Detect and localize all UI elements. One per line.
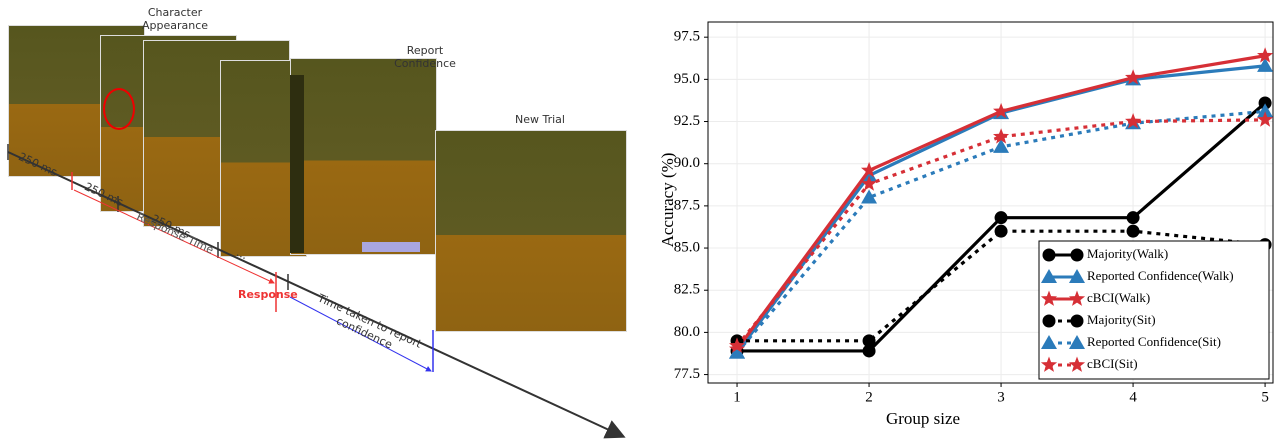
marker	[1041, 269, 1057, 283]
y-tick-label: 97.5	[674, 29, 700, 45]
y-tick-label: 95.0	[674, 71, 700, 87]
x-tick-label: 1	[733, 389, 741, 405]
chart: Group size Accuracy (%) 77.5 80.0 82.5 85.0…	[658, 21, 1274, 428]
x-tick-label: 5	[1261, 389, 1269, 405]
legend: Majority(Walk) Reported Confidence(Walk) c…	[1038, 240, 1270, 380]
marker	[862, 334, 876, 348]
legend-label: cBCI(Sit)	[1087, 356, 1138, 371]
marker	[1040, 356, 1058, 372]
x-tick-label: 4	[1129, 389, 1137, 405]
timeline	[7, 144, 626, 439]
marker	[861, 189, 878, 204]
marker	[729, 337, 746, 353]
marker	[993, 128, 1010, 144]
y-tick-label: 80.0	[674, 324, 700, 340]
marker	[1258, 96, 1272, 110]
plot-frame	[707, 21, 1274, 384]
marker	[1069, 335, 1085, 349]
response-label: Response	[238, 288, 298, 301]
legend-label: cBCI(Walk)	[1087, 290, 1150, 305]
frame-label: Character Appearance	[141, 6, 209, 32]
marker	[993, 102, 1010, 119]
marker	[1126, 211, 1140, 225]
marker	[1041, 335, 1057, 349]
marker	[1257, 57, 1274, 72]
marker	[1125, 69, 1142, 85]
legend-label: Majority(Sit)	[1087, 312, 1156, 327]
y-tick-label: 90.0	[674, 155, 700, 171]
y-tick-label: 87.5	[674, 197, 700, 213]
legend-label: Reported Confidence(Walk)	[1087, 268, 1234, 283]
y-tick-label: 85.0	[674, 239, 700, 255]
marker	[862, 344, 876, 358]
marker	[993, 138, 1010, 153]
marker	[1257, 103, 1274, 118]
marker	[1070, 248, 1084, 262]
y-tick-label: 92.5	[674, 113, 700, 129]
x-tick-label: 2	[865, 389, 873, 405]
legend-box	[1038, 240, 1270, 380]
marker	[994, 224, 1008, 238]
response-arrow	[73, 189, 275, 284]
marker	[994, 211, 1008, 225]
marker	[861, 161, 878, 178]
marker	[1257, 111, 1274, 127]
legend-label: Reported Confidence(Sit)	[1087, 334, 1221, 349]
x-tick-label: 3	[997, 389, 1005, 405]
legend-label: Majority(Walk)	[1087, 246, 1168, 261]
marker	[1125, 113, 1142, 129]
frame	[435, 130, 627, 332]
marker	[1257, 47, 1274, 63]
y-tick-label: 82.5	[674, 282, 700, 298]
y-axis-label: Accuracy (%)	[658, 153, 677, 248]
highlight-circle	[103, 88, 135, 130]
marker	[1068, 356, 1086, 372]
frame-label: Report Confidence	[394, 44, 456, 70]
ticks	[7, 144, 289, 290]
time-axis	[7, 151, 626, 439]
y-tick-label: 77.5	[674, 366, 700, 382]
marker	[861, 175, 878, 191]
frame-label: New Trial	[515, 113, 565, 126]
marker	[1068, 290, 1086, 306]
x-axis-label: Group size	[886, 409, 960, 428]
marker	[1070, 314, 1084, 328]
confidence-arrow	[289, 296, 432, 372]
marker	[1040, 290, 1058, 306]
bar	[290, 75, 304, 253]
series-line	[737, 229, 1266, 343]
marker	[1069, 269, 1085, 283]
marker	[1042, 314, 1056, 328]
marker	[1042, 248, 1056, 262]
marker	[1126, 224, 1140, 238]
confidence-slider	[362, 242, 420, 252]
marker	[729, 344, 746, 359]
